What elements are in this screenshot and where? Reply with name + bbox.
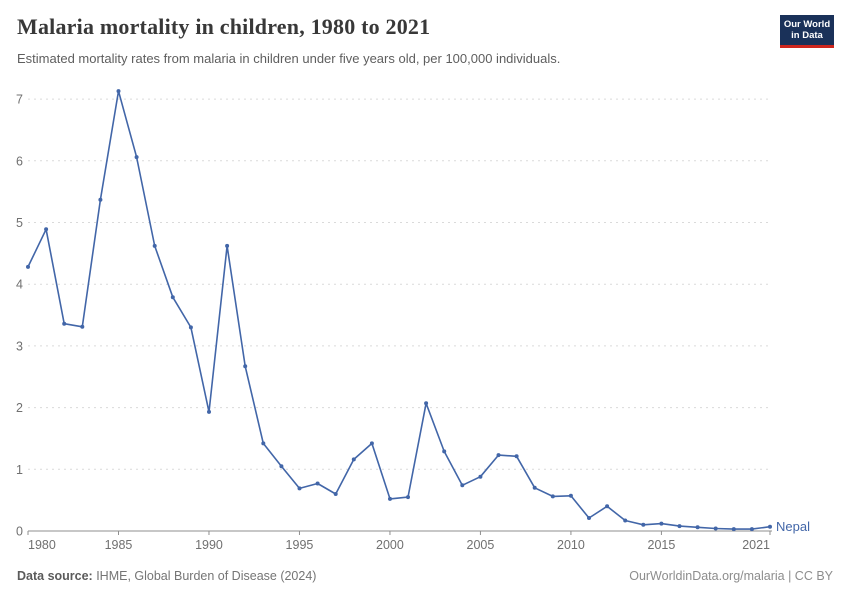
data-point[interactable]: [641, 522, 646, 527]
data-point[interactable]: [188, 325, 193, 330]
data-point[interactable]: [695, 525, 700, 530]
data-point[interactable]: [80, 324, 85, 329]
owid-logo-line2: in Data: [791, 30, 823, 42]
y-axis-tick-label: 0: [16, 525, 23, 539]
data-point[interactable]: [207, 409, 211, 414]
series-label[interactable]: Nepal: [776, 519, 810, 534]
data-point[interactable]: [659, 521, 664, 526]
owid-logo[interactable]: Our World in Data: [780, 15, 834, 48]
data-point[interactable]: [243, 364, 248, 369]
data-point[interactable]: [496, 453, 501, 458]
y-axis-tick-label: 6: [16, 154, 23, 168]
x-axis-tick-label: 2005: [467, 538, 495, 552]
data-point[interactable]: [568, 493, 573, 498]
data-point[interactable]: [677, 524, 682, 529]
data-point[interactable]: [26, 264, 30, 269]
data-line[interactable]: [27, 90, 771, 530]
y-axis-tick-label: 3: [16, 339, 23, 353]
x-axis-tick-label: 1985: [105, 538, 133, 552]
credit-link[interactable]: OurWorldinData.org/malaria | CC BY: [629, 569, 833, 583]
data-point[interactable]: [261, 441, 266, 446]
data-point[interactable]: [116, 89, 121, 94]
y-axis-tick-label: 5: [16, 216, 23, 230]
data-point[interactable]: [369, 441, 374, 446]
data-point[interactable]: [424, 401, 429, 406]
data-point[interactable]: [768, 524, 772, 529]
x-axis-tick-label: 1995: [286, 538, 314, 552]
x-axis-tick-label: 2015: [648, 538, 676, 552]
data-point[interactable]: [225, 243, 230, 248]
data-point[interactable]: [134, 155, 139, 160]
data-source-text: IHME, Global Burden of Disease (2024): [92, 569, 317, 583]
data-point[interactable]: [460, 483, 465, 488]
data-point[interactable]: [170, 295, 175, 300]
data-point[interactable]: [297, 486, 302, 491]
data-point[interactable]: [315, 481, 320, 486]
page-title: Malaria mortality in children, 1980 to 2…: [17, 14, 431, 39]
data-point[interactable]: [44, 227, 49, 232]
data-source-note: Data source: IHME, Global Burden of Dise…: [17, 569, 316, 583]
data-source-label: Data source:: [17, 569, 93, 583]
data-point[interactable]: [279, 464, 284, 469]
data-point[interactable]: [550, 494, 555, 499]
data-point[interactable]: [388, 496, 392, 501]
data-point[interactable]: [514, 454, 519, 459]
data-point[interactable]: [406, 495, 410, 500]
data-point[interactable]: [478, 474, 483, 479]
owid-logo-line1: Our World: [783, 19, 831, 30]
x-axis-tick-label: 2021: [742, 538, 770, 552]
data-point[interactable]: [749, 527, 754, 532]
y-axis-tick-label: 7: [16, 93, 23, 107]
data-point[interactable]: [62, 321, 67, 326]
data-point[interactable]: [731, 527, 736, 532]
data-point[interactable]: [605, 504, 610, 509]
data-point[interactable]: [98, 197, 103, 202]
y-axis-tick-label: 4: [16, 278, 23, 292]
y-axis-tick-label: 2: [16, 401, 23, 415]
x-axis-tick-label: 1990: [195, 538, 223, 552]
data-point[interactable]: [442, 449, 447, 454]
data-point[interactable]: [333, 492, 338, 496]
data-point[interactable]: [587, 516, 591, 520]
owid-logo-red-bar: [780, 44, 834, 48]
data-point[interactable]: [532, 485, 537, 490]
data-point[interactable]: [351, 457, 356, 462]
data-point[interactable]: [152, 243, 157, 248]
data-point[interactable]: [713, 526, 718, 531]
x-axis-tick-label: 2010: [557, 538, 585, 552]
chart-subtitle: Estimated mortality rates from malaria i…: [17, 51, 561, 66]
y-axis-tick-label: 1: [16, 463, 23, 477]
x-axis-tick-label: 2000: [376, 538, 404, 552]
x-axis-tick-label: 1980: [28, 538, 56, 552]
data-point[interactable]: [623, 518, 628, 523]
